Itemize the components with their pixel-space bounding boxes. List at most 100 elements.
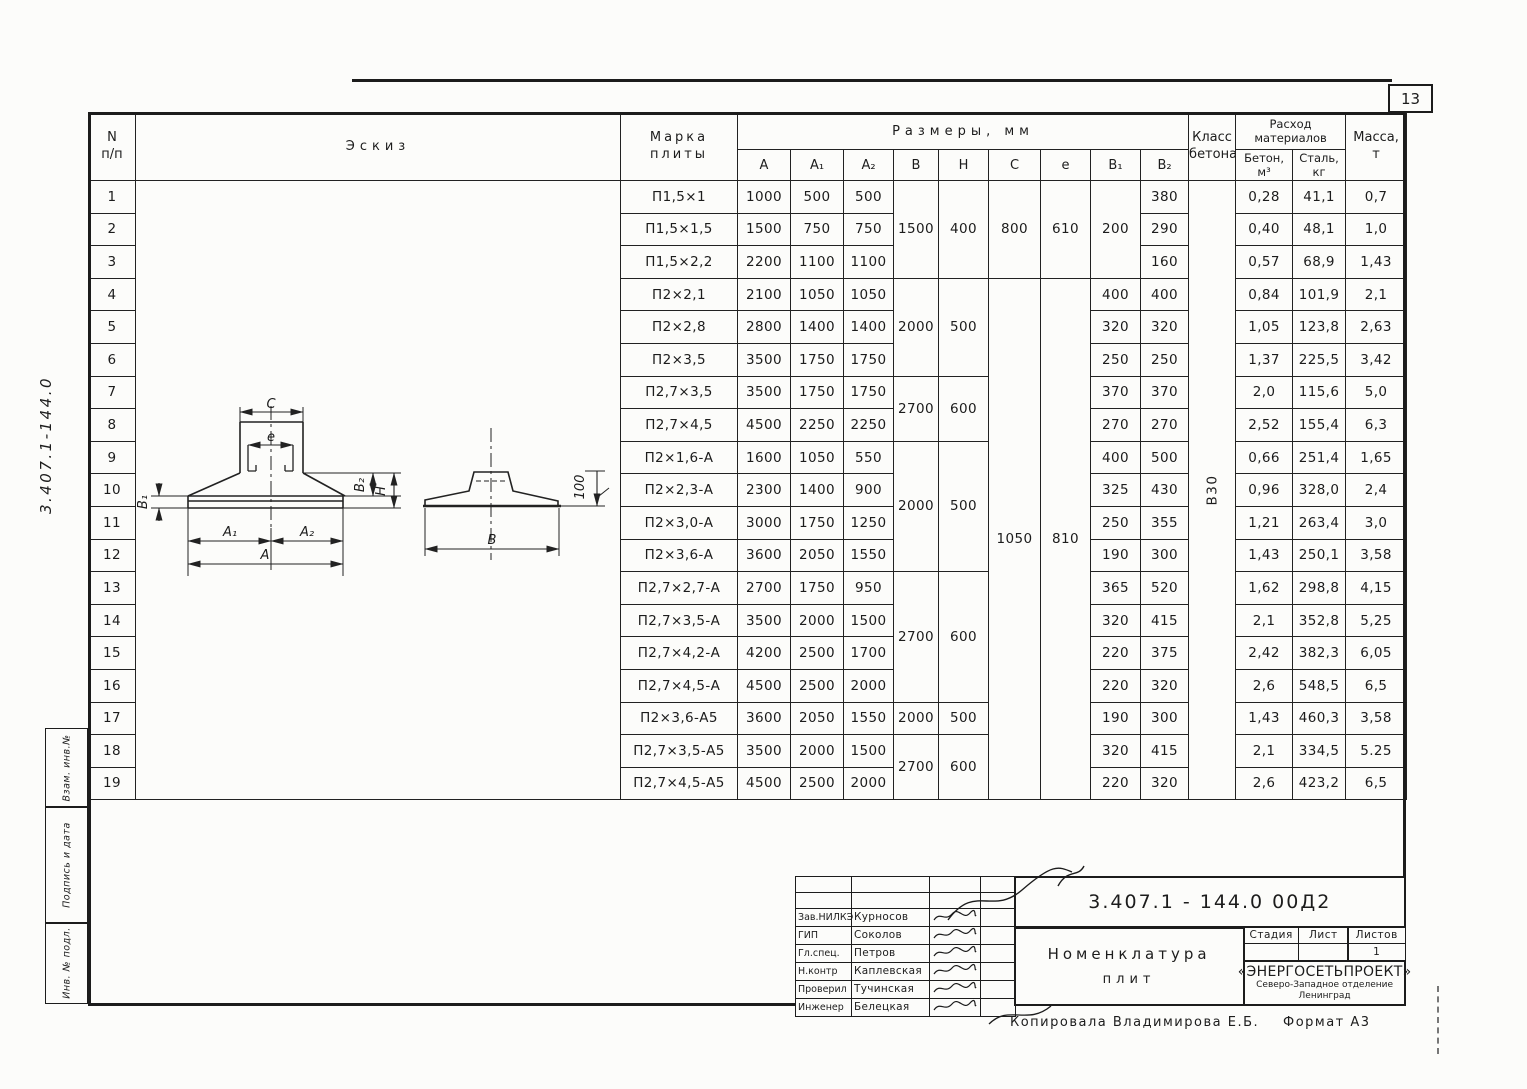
- signature-extra: [980, 943, 1016, 963]
- cell-a: 2200: [737, 245, 791, 279]
- cell-a1: 1400: [790, 473, 844, 507]
- cell-beton: 1,62: [1235, 571, 1294, 605]
- table-row: 6 П2×3,5 3500 1750 1750 250 250 1,37 225,5 3,42: [88, 342, 1408, 377]
- cell-massa: 6,05: [1345, 636, 1408, 670]
- cell-mark: П2,7×4,5-А5: [620, 766, 738, 801]
- cell-beton: 1,05: [1235, 310, 1294, 344]
- cell-b1: 270: [1090, 408, 1141, 442]
- cell-a1: 1100: [790, 245, 844, 279]
- header-num-bottom: п/п: [101, 146, 123, 162]
- margin-stamp-label: Взам. инв.№: [61, 734, 72, 802]
- cell-massa: 3,42: [1345, 342, 1408, 377]
- doc-title-cell: Номенклатура плит: [1013, 926, 1245, 1006]
- header-concrete-class: Класс бетона: [1188, 112, 1237, 181]
- doc-title-line2: плит: [1102, 972, 1156, 988]
- cell-massa: 2,4: [1345, 473, 1408, 507]
- signature-name: [851, 891, 930, 909]
- cell-stal: 548,5: [1292, 668, 1347, 703]
- cell-b2: 300: [1139, 538, 1190, 573]
- cell-b: 2700: [893, 375, 939, 442]
- cell-a: 4500: [737, 668, 791, 703]
- cell-b2: 320: [1139, 766, 1190, 801]
- cell-beton: 1,43: [1235, 538, 1294, 573]
- cell-b2: 415: [1139, 603, 1190, 638]
- margin-stamp-podpis: Подпись и дата: [45, 806, 88, 925]
- cell-massa: 2,1: [1345, 277, 1408, 312]
- cell-h: 500: [938, 701, 989, 736]
- cell-b: 2000: [893, 277, 939, 377]
- cell-b1: 325: [1090, 473, 1141, 507]
- cell-h: 400: [938, 180, 989, 279]
- table-row: 16 П2,7×4,5-А 4500 2500 2000 220 320 2,6 548,5 6,…: [88, 668, 1408, 703]
- organization-city: Ленинград: [1298, 990, 1351, 1001]
- signature-name: Соколов: [851, 925, 930, 945]
- signature-sig: [929, 997, 981, 1017]
- cell-n: 16: [88, 668, 136, 703]
- signature-name: Курносов: [851, 907, 930, 927]
- header-steel-unit: кг: [1312, 165, 1326, 179]
- table-row: 4 П2×2,1 2100 1050 1050 2000 500 1050 810 400 400 0…: [88, 277, 1408, 801]
- cell-e: 810: [1040, 277, 1091, 801]
- signature-extra: [980, 925, 1016, 945]
- cell-b2: 320: [1139, 310, 1190, 344]
- signature-name: Тучинская: [851, 979, 930, 999]
- cell-cls: В30: [1188, 179, 1237, 801]
- copied-by-note: Копировала Владимирова Е.Б.: [1010, 1015, 1260, 1030]
- header-mark: Марка плиты: [620, 112, 738, 181]
- cell-b: 2000: [893, 440, 939, 573]
- cell-a1: 1750: [790, 505, 844, 540]
- cell-massa: 1,65: [1345, 440, 1408, 475]
- cell-stal: 123,8: [1292, 310, 1347, 344]
- cell-a: 1000: [737, 180, 791, 214]
- cell-beton: 0,96: [1235, 473, 1294, 507]
- sheet-label: Лист: [1297, 926, 1349, 945]
- header-dim-a: А: [737, 149, 791, 181]
- margin-stamp-vzam: Взам. инв.№: [45, 728, 88, 808]
- cell-a1: 2000: [790, 603, 844, 638]
- signature-role: Н.контр: [795, 961, 852, 981]
- table-row: 14 П2,7×3,5-А 3500 2000 1500 320 415 2,1 352,8 5,…: [88, 603, 1408, 638]
- margin-stamp-inv: Инв. № подл.: [45, 922, 88, 1005]
- cell-stal: 48,1: [1292, 212, 1347, 247]
- cell-a: 3500: [737, 375, 791, 410]
- cell-n: 10: [88, 473, 136, 507]
- cell-a2: 1750: [843, 342, 894, 377]
- cell-h: 600: [938, 571, 989, 703]
- cell-b2: 355: [1139, 505, 1190, 540]
- cell-n: 13: [88, 571, 136, 605]
- cell-b2: 300: [1139, 701, 1190, 736]
- table-row: 10 П2×2,3-А 2300 1400 900 325 430 0,96 328,0 2,4: [88, 473, 1408, 507]
- cell-b1: 320: [1090, 734, 1141, 768]
- organization-cell: «ЭНЕРГОСЕТЬПРОЕКТ» Северо-Западное отдел…: [1238, 959, 1411, 1006]
- header-mark-1: Марка: [649, 130, 709, 146]
- cell-n: 3: [88, 245, 136, 279]
- cell-stal: 41,1: [1292, 180, 1347, 214]
- cell-n: 12: [88, 538, 136, 573]
- cell-a: 3600: [737, 538, 791, 573]
- header-mass-2: т: [1372, 146, 1380, 162]
- dim-label-a: А: [260, 548, 270, 563]
- signature-row: Инженер Белецкая: [795, 997, 1016, 1017]
- cell-n: 11: [88, 505, 136, 540]
- cell-b2: 370: [1139, 375, 1190, 410]
- cell-mark: П2,7×3,5-А5: [620, 734, 738, 768]
- side-doc-number: 3.407.1-144.0: [37, 375, 55, 515]
- sheet-number-box: 13: [1388, 84, 1433, 113]
- cell-a1: 2050: [790, 538, 844, 573]
- cell-massa: 6,5: [1345, 766, 1408, 801]
- table-row: 5 П2×2,8 2800 1400 1400 320 320 1,05 123,8 2,63: [88, 310, 1408, 344]
- cell-a: 3600: [737, 701, 791, 736]
- signature-extra: [980, 961, 1016, 981]
- cell-stal: 263,4: [1292, 505, 1347, 540]
- cell-massa: 6,5: [1345, 668, 1408, 703]
- signature-table: Зав.НИЛКЭ Курносов ГИП Соколов Гл.спец. Пет…: [795, 876, 1016, 1017]
- cell-a1: 2050: [790, 701, 844, 736]
- header-mat-2: материалов: [1254, 131, 1327, 145]
- cell-mark: П2×2,3-А: [620, 473, 738, 507]
- table-row: 1 П1,5×1 1000 500 500 1500 400 800 610 200 380 В30 0…: [88, 179, 1408, 801]
- large-signature: [947, 865, 1085, 921]
- cell-massa: 6,3: [1345, 408, 1408, 442]
- signature-row: Зав.НИЛКЭ Курносов: [795, 907, 1016, 927]
- cell-mark: П2×2,1: [620, 277, 738, 312]
